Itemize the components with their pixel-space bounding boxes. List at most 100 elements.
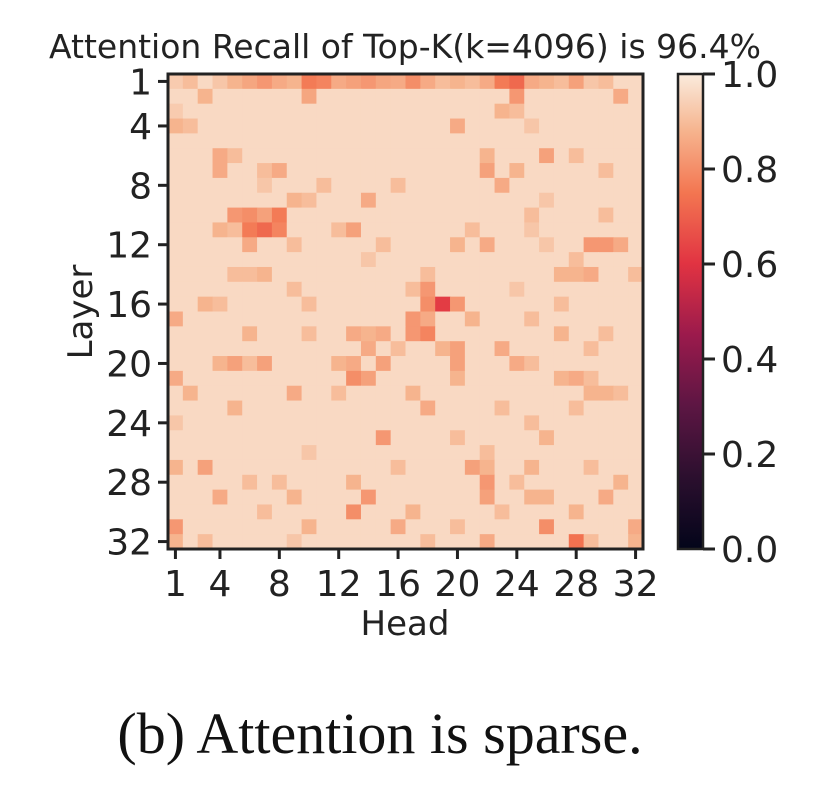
heatmap-cell <box>613 459 629 476</box>
heatmap-cell <box>435 385 451 401</box>
heatmap-cell <box>568 370 585 387</box>
heatmap-cell <box>524 74 540 90</box>
heatmap-cell <box>168 370 184 387</box>
heatmap-cell <box>524 430 540 446</box>
heatmap-cell <box>613 489 629 505</box>
heatmap-cell <box>316 489 332 505</box>
heatmap-cell <box>583 281 599 298</box>
heatmap-cell <box>553 281 570 298</box>
heatmap-cell <box>182 118 199 134</box>
heatmap-cell <box>509 504 525 520</box>
heatmap-cell <box>212 400 228 416</box>
heatmap-cell <box>583 311 599 327</box>
colorbar-axis: 0.0 0.2 0.4 0.6 0.8 1.0 <box>703 55 778 571</box>
heatmap-cell <box>212 356 228 372</box>
heatmap-cell <box>628 192 644 208</box>
heatmap-cell <box>242 385 258 401</box>
heatmap-cell <box>450 118 466 134</box>
heatmap-cell <box>331 296 347 312</box>
heatmap-cell <box>598 445 614 461</box>
heatmap-cell <box>435 326 451 342</box>
heatmap-cell <box>628 103 644 119</box>
heatmap-cell <box>242 252 258 268</box>
heatmap-cell <box>271 311 288 327</box>
heatmap-cell <box>316 519 332 535</box>
heatmap-cell <box>524 534 540 550</box>
heatmap-cell <box>405 415 421 431</box>
heatmap-cell <box>286 88 302 105</box>
heatmap-cell <box>509 296 525 312</box>
heatmap-cell <box>524 88 540 105</box>
heatmap-cell <box>331 252 347 268</box>
heatmap-cell <box>390 222 406 238</box>
heatmap-cell <box>316 281 332 298</box>
heatmap-cell <box>613 519 629 535</box>
heatmap-cell <box>598 252 614 268</box>
heatmap-cell <box>494 385 510 401</box>
heatmap-cell <box>286 459 302 476</box>
heatmap-cell <box>375 133 392 149</box>
heatmap-cell <box>301 296 317 312</box>
heatmap-cell <box>464 118 481 134</box>
heatmap-cell <box>212 103 228 119</box>
heatmap-cell <box>628 163 644 179</box>
heatmap-cell <box>212 489 228 505</box>
heatmap-cell <box>583 118 599 134</box>
heatmap-cell <box>613 148 629 164</box>
heatmap-cell <box>405 474 421 491</box>
heatmap-cell <box>301 118 317 134</box>
heatmap-cell <box>346 430 362 446</box>
heatmap-cell <box>568 311 585 327</box>
heatmap-cell <box>346 385 362 401</box>
heatmap-cell <box>346 474 362 491</box>
heatmap-cell <box>598 341 614 357</box>
heatmap-cell <box>524 266 540 283</box>
heatmap-cell <box>301 177 317 194</box>
heatmap-cell <box>420 103 436 119</box>
heatmap-cell <box>598 385 614 401</box>
heatmap-cell <box>509 400 525 416</box>
heatmap-cell <box>628 415 644 431</box>
heatmap-cell <box>286 177 302 194</box>
heatmap-cell <box>212 74 228 90</box>
heatmap-cell <box>613 341 629 357</box>
heatmap-cell <box>450 415 466 431</box>
heatmap-cell <box>390 370 406 387</box>
heatmap-cell <box>390 237 406 253</box>
heatmap-cell <box>420 266 436 283</box>
heatmap-cell <box>346 266 362 283</box>
heatmap-cell <box>375 356 392 372</box>
heatmap-cell <box>494 445 510 461</box>
heatmap-cell <box>568 88 585 105</box>
heatmap-cell <box>212 519 228 535</box>
heatmap-cell <box>197 207 213 223</box>
heatmap-cell <box>242 148 258 164</box>
heatmap-cell <box>390 133 406 149</box>
heatmap-cell <box>479 385 495 401</box>
heatmap-cell <box>212 133 228 149</box>
heatmap-cell <box>390 385 406 401</box>
heatmap-cell <box>197 163 213 179</box>
heatmap-cell <box>405 341 421 357</box>
heatmap-cell <box>613 133 629 149</box>
heatmap-cell <box>539 385 555 401</box>
heatmap-cell <box>583 74 599 90</box>
heatmap-cell <box>613 118 629 134</box>
heatmap-cell <box>168 88 184 105</box>
heatmap-cell <box>553 222 570 238</box>
heatmap-cell <box>553 103 570 119</box>
heatmap-cell <box>613 311 629 327</box>
heatmap-cell <box>420 177 436 194</box>
heatmap-cell <box>539 326 555 342</box>
heatmap-cell <box>301 281 317 298</box>
heatmap-cell <box>182 370 199 387</box>
heatmap-cell <box>568 163 585 179</box>
heatmap-cell <box>168 311 184 327</box>
heatmap-cell <box>271 519 288 535</box>
heatmap-cell <box>242 459 258 476</box>
heatmap-cell <box>301 459 317 476</box>
heatmap-cell <box>524 385 540 401</box>
heatmap-cell <box>450 177 466 194</box>
y-tick-label: 24 <box>106 404 152 445</box>
heatmap-cell <box>524 207 540 223</box>
